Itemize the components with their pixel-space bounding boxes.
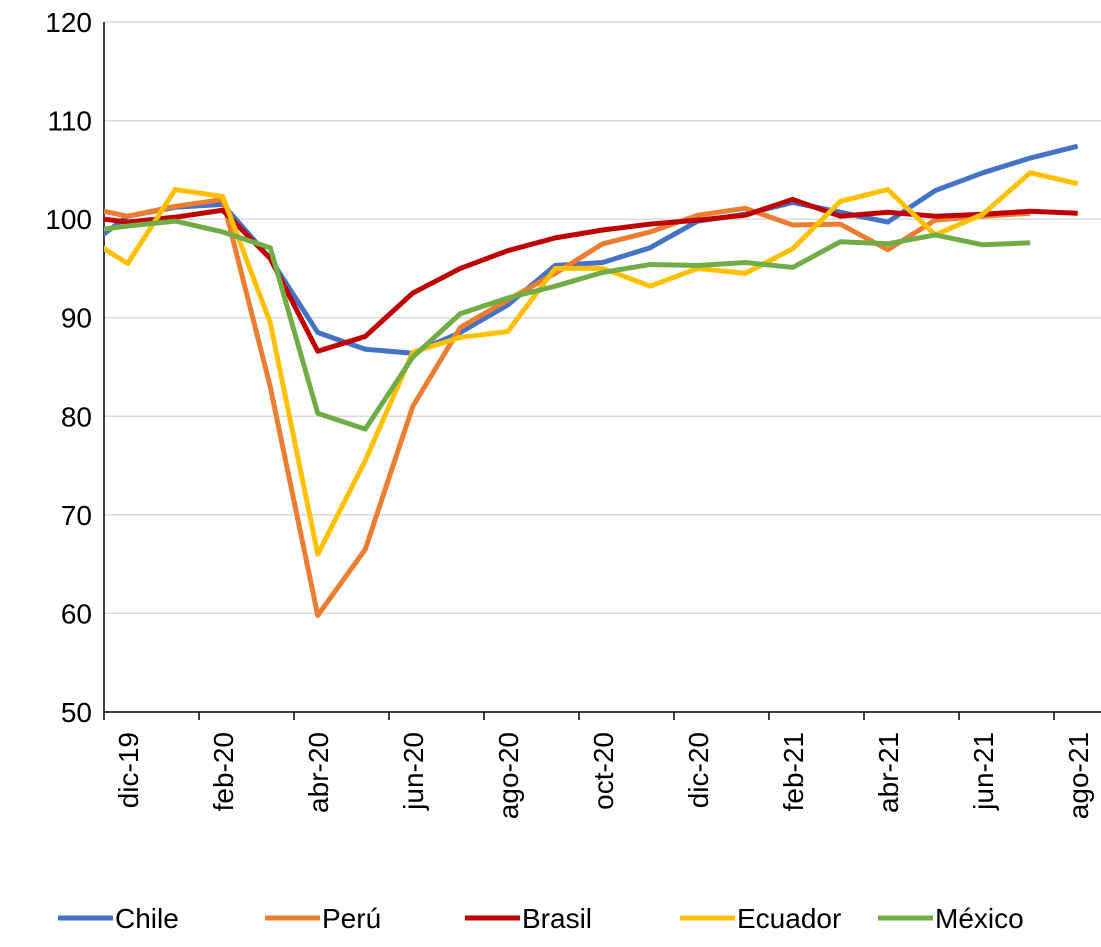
y-tick-label: 120 — [45, 7, 92, 38]
legend-label: Brasil — [522, 903, 592, 934]
y-tick-label: 80 — [61, 401, 92, 432]
x-tick-label: ago-20 — [493, 732, 524, 819]
y-tick-label: 60 — [61, 598, 92, 629]
y-tick-label: 50 — [61, 697, 92, 728]
x-tick-label: jun-20 — [398, 732, 429, 811]
x-tick-label: dic-20 — [683, 732, 714, 808]
series-line — [104, 143, 1079, 356]
y-tick-label: 100 — [45, 204, 92, 235]
series-line — [104, 170, 1079, 557]
legend-label: Chile — [115, 903, 179, 934]
legend-label: México — [935, 903, 1024, 934]
x-tick-label: feb-20 — [208, 732, 239, 811]
x-tick-label: abr-20 — [303, 732, 334, 813]
y-tick-label: 70 — [61, 500, 92, 531]
legend-label: Perú — [322, 903, 381, 934]
y-tick-label: 90 — [61, 303, 92, 334]
x-tick-label: dic-19 — [113, 732, 144, 808]
series-line — [104, 196, 1031, 618]
x-tick-label: oct-20 — [588, 732, 619, 810]
x-tick-label: feb-21 — [778, 732, 809, 811]
x-tick-label: ago-21 — [1063, 732, 1094, 819]
x-tick-label: jun-21 — [968, 732, 999, 811]
legend-label: Ecuador — [737, 903, 841, 934]
plot-lines — [104, 143, 1079, 618]
y-tick-label: 110 — [47, 106, 92, 137]
x-tick-label: abr-21 — [873, 732, 904, 813]
series-line — [104, 218, 1031, 432]
